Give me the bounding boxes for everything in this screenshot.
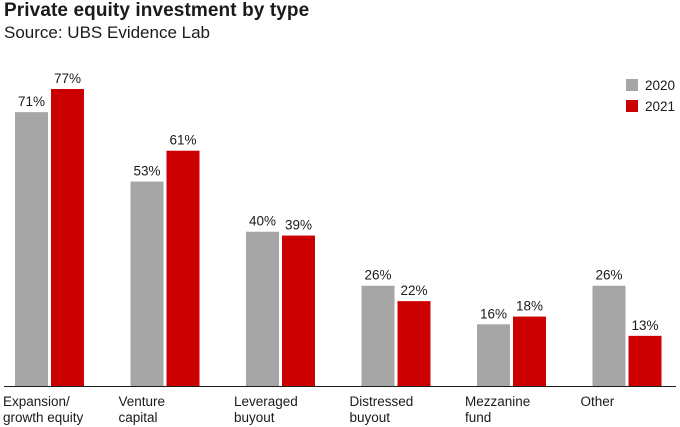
- category-label-4-1: fund: [465, 410, 491, 425]
- data-label-2021-3: 22%: [400, 283, 427, 298]
- chart-title: Private equity investment by type: [4, 0, 310, 21]
- bar-2021-5: [628, 335, 662, 386]
- bar-2021-1: [166, 150, 200, 386]
- data-label-2021-5: 13%: [631, 318, 658, 333]
- bar-2021-0: [51, 89, 84, 386]
- bar-2020-4: [477, 324, 510, 386]
- bar-2021-3: [397, 301, 431, 386]
- bar-2020-0: [15, 112, 48, 387]
- category-label-2-0: Leveraged: [234, 394, 298, 409]
- chart-subtitle: Source: UBS Evidence Lab: [4, 23, 211, 42]
- bar-2020-1: [130, 181, 164, 386]
- data-label-2020-1: 53%: [133, 164, 160, 179]
- legend-swatch-2020: [626, 79, 638, 91]
- category-label-5-0: Other: [581, 394, 615, 409]
- bar-2021-4: [513, 316, 546, 386]
- data-label-2020-2: 40%: [249, 214, 276, 229]
- category-label-2-1: buyout: [234, 410, 275, 425]
- bar-2020-3: [361, 285, 395, 386]
- data-label-2021-1: 61%: [169, 133, 196, 148]
- bar-2020-5: [592, 285, 626, 386]
- category-label-1-0: Venture: [119, 394, 166, 409]
- category-label-4-0: Mezzanine: [465, 394, 530, 409]
- category-label-3-0: Distressed: [350, 394, 414, 409]
- legend-label-2021: 2021: [645, 99, 675, 114]
- bar-2021-2: [282, 235, 315, 386]
- data-label-2020-3: 26%: [364, 268, 391, 283]
- data-label-2021-0: 77%: [54, 71, 81, 86]
- category-label-3-1: buyout: [350, 410, 391, 425]
- data-label-2021-2: 39%: [285, 218, 312, 233]
- data-label-2020-0: 71%: [18, 94, 45, 109]
- bar-2020-2: [246, 231, 279, 386]
- data-label-2020-5: 26%: [595, 268, 622, 283]
- legend-label-2020: 2020: [645, 78, 675, 93]
- category-label-1-1: capital: [119, 410, 158, 425]
- category-label-0-0: Expansion/: [3, 394, 70, 409]
- data-label-2020-4: 16%: [480, 306, 507, 321]
- legend-swatch-2021: [626, 100, 638, 112]
- data-label-2021-4: 18%: [516, 299, 543, 314]
- category-label-0-1: growth equity: [3, 410, 84, 425]
